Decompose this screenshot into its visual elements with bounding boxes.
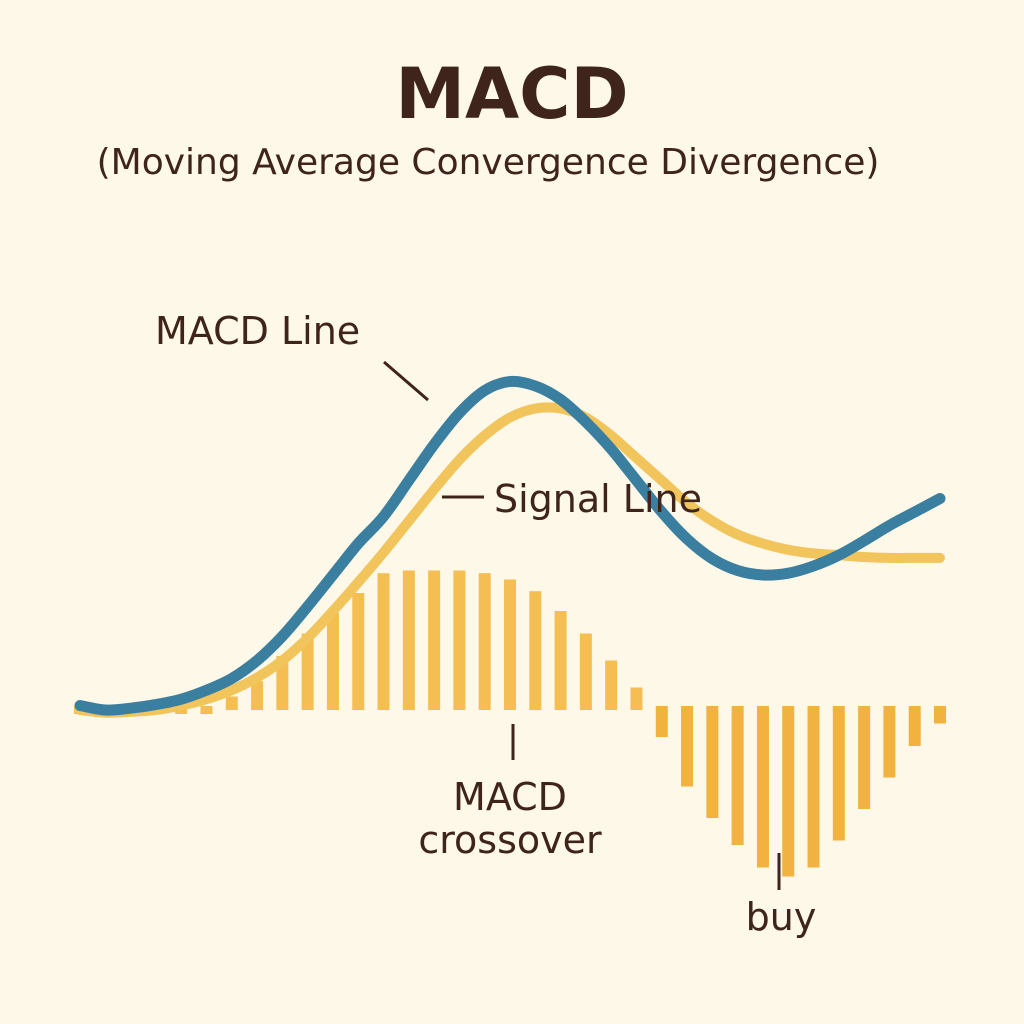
histogram-bar	[554, 611, 567, 710]
histogram-bar	[630, 687, 643, 710]
annotation-macd-line: MACD Line	[155, 309, 360, 353]
signal-line-series	[75, 402, 945, 718]
histogram-bar	[756, 706, 769, 868]
histogram-bar	[225, 696, 238, 710]
histogram-bar	[326, 612, 339, 710]
histogram-bars	[74, 570, 946, 877]
histogram-bar	[934, 706, 946, 724]
histogram-bar	[276, 656, 289, 710]
histogram-bar	[352, 593, 365, 710]
histogram-bar	[579, 633, 592, 710]
histogram-bar	[428, 570, 441, 710]
histogram-bar	[529, 591, 542, 710]
annotation-crossover-line2: crossover	[418, 818, 602, 862]
histogram-bar	[782, 706, 795, 877]
histogram-bar	[832, 706, 845, 841]
annotation-buy: buy	[746, 895, 817, 939]
histogram-bar	[453, 570, 466, 710]
histogram-bar	[731, 706, 744, 845]
histogram-bar	[655, 706, 668, 737]
histogram-bar	[402, 570, 415, 710]
macd-line-series	[74, 375, 946, 716]
annotation-macd-line-leader	[383, 360, 429, 402]
annotation-signal-line: Signal Line	[494, 477, 702, 521]
histogram-bar	[681, 706, 694, 787]
histogram-bar	[706, 706, 719, 818]
histogram-bar	[908, 706, 921, 746]
histogram-bar	[200, 706, 213, 714]
histogram-bar	[377, 573, 390, 710]
annotation-crossover-line1: MACD	[453, 775, 567, 819]
histogram-bar	[807, 706, 820, 868]
chart-title: MACD	[395, 53, 628, 135]
histogram-bar	[251, 681, 264, 710]
histogram-bar	[858, 706, 871, 809]
histogram-bar	[605, 660, 618, 710]
histogram-bar	[883, 706, 896, 778]
chart-subtitle: (Moving Average Convergence Divergence)	[97, 142, 880, 183]
histogram-bar	[478, 573, 491, 710]
histogram-bar	[301, 633, 314, 710]
histogram-bar	[504, 579, 516, 710]
series-lines	[74, 375, 946, 718]
